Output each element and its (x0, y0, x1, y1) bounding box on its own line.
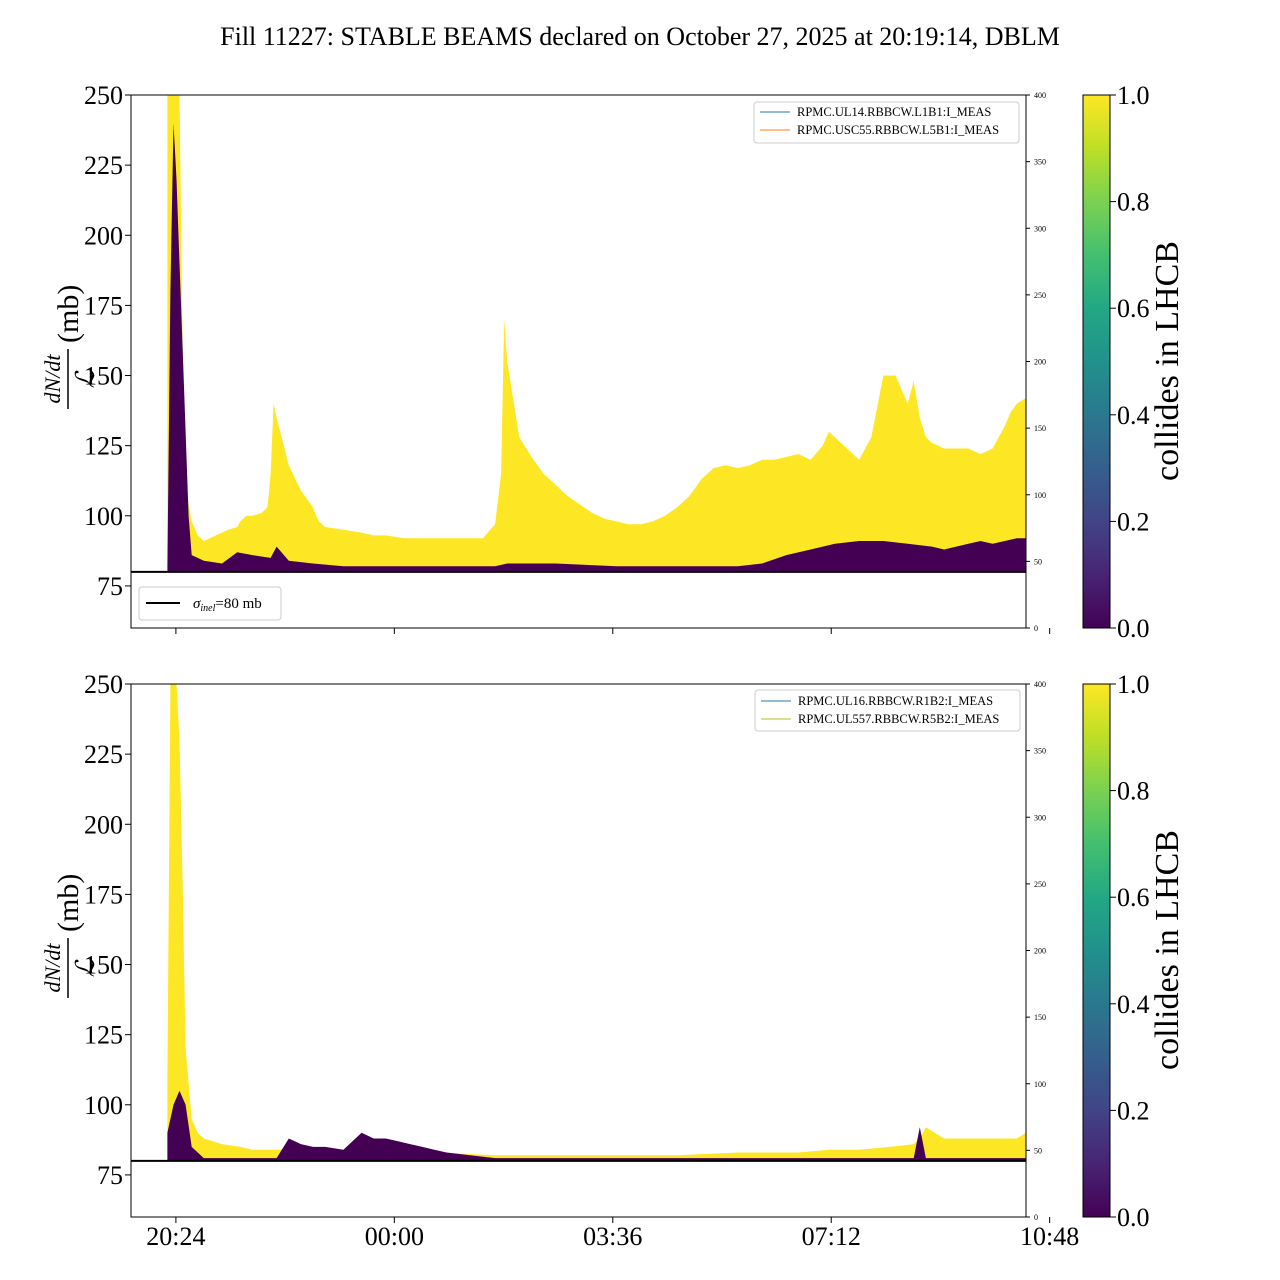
left-tick-label: 225 (84, 740, 123, 769)
left-tick-label: 100 (84, 1091, 123, 1120)
bottom-yellow-area (167, 684, 1026, 1161)
bottom-x-ticks: 20:24 00:00 03:36 07:12 10:48 (146, 1217, 1079, 1251)
top-y-axis-label: dN/dt ℒ (mb) (40, 285, 100, 409)
top-yellow-area (167, 95, 1026, 572)
top-reference-legend: σinel=80 mb (138, 586, 282, 621)
right-tick-label: 100 (1034, 491, 1046, 500)
top-colorbar-ticks: 0.0 0.2 0.4 0.6 0.8 1.0 (1110, 81, 1150, 643)
left-tick-label: 75 (97, 1161, 123, 1190)
top-legend-label-2: RPMC.USC55.RBBCW.L5B1:I_MEAS (797, 123, 999, 137)
colorbar-tick-label: 0.8 (1117, 777, 1150, 806)
left-tick-label: 175 (84, 880, 123, 909)
bottom-legend: RPMC.UL16.RBBCW.R1B2:I_MEAS RPMC.UL557.R… (754, 689, 1021, 732)
figure-title: Fill 11227: STABLE BEAMS declared on Oct… (220, 22, 1060, 51)
right-tick-label: 200 (1034, 947, 1046, 956)
bottom-left-ticks: 75 100 125 150 175 200 225 250 (84, 670, 131, 1190)
right-tick-label: 350 (1034, 158, 1046, 167)
right-tick-label: 100 (1034, 1080, 1046, 1089)
top-legend: RPMC.UL14.RBBCW.L1B1:I_MEAS RPMC.USC55.R… (753, 101, 1020, 144)
colorbar-tick-label: 0.0 (1117, 614, 1150, 643)
bottom-y-axis-label: dN/dt ℒ (mb) (40, 874, 100, 998)
top-reference-legend-label: σinel=80 mb (193, 596, 262, 614)
colorbar-tick-label: 0.8 (1117, 188, 1150, 217)
top-panel: 75 100 125 150 175 200 225 250 0 50 100 150 200 250 3… (40, 81, 1186, 643)
right-tick-label: 50 (1034, 1146, 1042, 1155)
svg-text:(mb): (mb) (52, 874, 85, 932)
bottom-right-ticks: 0 50 100 150 200 250 300 350 400 (1026, 680, 1046, 1222)
left-tick-label: 250 (84, 670, 123, 699)
svg-text:(mb): (mb) (52, 285, 85, 343)
x-tick-label: 03:36 (583, 1222, 642, 1251)
right-tick-label: 150 (1034, 424, 1046, 433)
bottom-legend-label-2: RPMC.UL557.RBBCW.R5B2:I_MEAS (798, 712, 999, 726)
left-tick-label: 250 (84, 81, 123, 110)
right-tick-label: 250 (1034, 291, 1046, 300)
colorbar-tick-label: 1.0 (1117, 670, 1150, 699)
left-tick-label: 125 (84, 432, 123, 461)
right-tick-label: 0 (1034, 624, 1038, 633)
svg-text:dN/dt: dN/dt (40, 354, 65, 404)
top-colorbar (1082, 94, 1111, 629)
colorbar-tick-label: 0.0 (1117, 1203, 1150, 1232)
top-legend-label-1: RPMC.UL14.RBBCW.L1B1:I_MEAS (797, 105, 991, 119)
left-tick-label: 200 (84, 221, 123, 250)
right-tick-label: 400 (1034, 680, 1046, 689)
bottom-panel: 75 100 125 150 175 200 225 250 0 50 100 150 200 250 3… (40, 670, 1186, 1251)
left-tick-label: 175 (84, 291, 123, 320)
bottom-purple-area (167, 1090, 1026, 1161)
x-tick-label: 20:24 (146, 1222, 205, 1251)
x-tick-label: 00:00 (365, 1222, 424, 1251)
x-tick-label: 07:12 (802, 1222, 861, 1251)
colorbar-tick-label: 0.2 (1117, 507, 1150, 536)
svg-text:ℒ: ℒ (71, 368, 100, 388)
x-tick-label: 10:48 (1020, 1222, 1079, 1251)
right-tick-label: 400 (1034, 91, 1046, 100)
bottom-axes-frame (130, 683, 1027, 1218)
right-tick-label: 250 (1034, 880, 1046, 889)
colorbar-tick-label: 0.4 (1117, 401, 1150, 430)
left-tick-label: 125 (84, 1021, 123, 1050)
colorbar-tick-label: 0.6 (1117, 294, 1150, 323)
top-right-ticks: 0 50 100 150 200 250 300 350 400 (1026, 91, 1046, 633)
colorbar-tick-label: 0.6 (1117, 883, 1150, 912)
left-tick-label: 200 (84, 810, 123, 839)
bottom-colorbar (1082, 683, 1111, 1218)
left-tick-label: 150 (84, 362, 123, 391)
top-colorbar-label: collides in LHCB (1149, 241, 1186, 481)
left-tick-label: 75 (97, 572, 123, 601)
colorbar-tick-label: 0.4 (1117, 990, 1150, 1019)
bottom-colorbar-label: collides in LHCB (1149, 830, 1186, 1070)
top-left-ticks: 75 100 125 150 175 200 225 250 (84, 81, 131, 601)
svg-text:dN/dt: dN/dt (40, 943, 65, 993)
right-tick-label: 0 (1034, 1213, 1038, 1222)
bottom-legend-label-1: RPMC.UL16.RBBCW.R1B2:I_MEAS (798, 694, 993, 708)
top-x-ticks (175, 628, 1051, 634)
bottom-colorbar-ticks: 0.0 0.2 0.4 0.6 0.8 1.0 (1110, 670, 1150, 1232)
left-tick-label: 150 (84, 951, 123, 980)
right-tick-label: 150 (1034, 1013, 1046, 1022)
left-tick-label: 100 (84, 502, 123, 531)
svg-text:ℒ: ℒ (71, 957, 100, 977)
colorbar-tick-label: 0.2 (1117, 1096, 1150, 1125)
right-tick-label: 200 (1034, 358, 1046, 367)
colorbar-tick-label: 1.0 (1117, 81, 1150, 110)
right-tick-label: 350 (1034, 747, 1046, 756)
left-tick-label: 225 (84, 151, 123, 180)
right-tick-label: 50 (1034, 557, 1042, 566)
right-tick-label: 300 (1034, 224, 1046, 233)
right-tick-label: 300 (1034, 813, 1046, 822)
